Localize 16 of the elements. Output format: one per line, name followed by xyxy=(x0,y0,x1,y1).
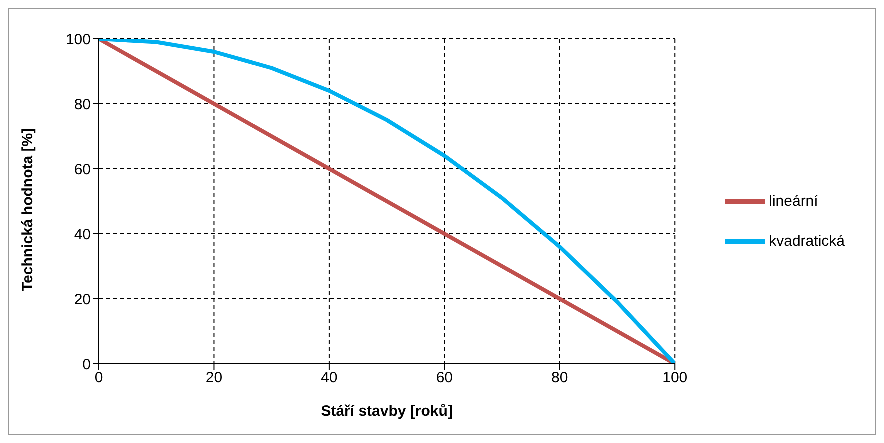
x-tick-label: 60 xyxy=(436,370,454,387)
y-tick-label: 100 xyxy=(66,31,91,48)
y-tick-label: 80 xyxy=(74,96,91,114)
y-tick-label: 40 xyxy=(74,226,91,244)
x-axis-title: Stáří stavby [roků] xyxy=(321,403,453,420)
y-tick-label: 60 xyxy=(74,161,91,178)
x-tick-label: 80 xyxy=(552,370,568,387)
y-tick-label: 20 xyxy=(74,291,91,308)
x-tick-label: 100 xyxy=(662,370,688,387)
legend-label: kvadratická xyxy=(769,232,845,250)
x-tick-label: 40 xyxy=(321,370,338,387)
x-tick-label: 20 xyxy=(206,370,223,387)
legend-label: lineární xyxy=(769,192,818,210)
x-tick-label: 0 xyxy=(94,370,104,387)
y-tick-label: 0 xyxy=(82,356,91,374)
y-axis-title: Technická hodnota [%] xyxy=(19,128,36,292)
